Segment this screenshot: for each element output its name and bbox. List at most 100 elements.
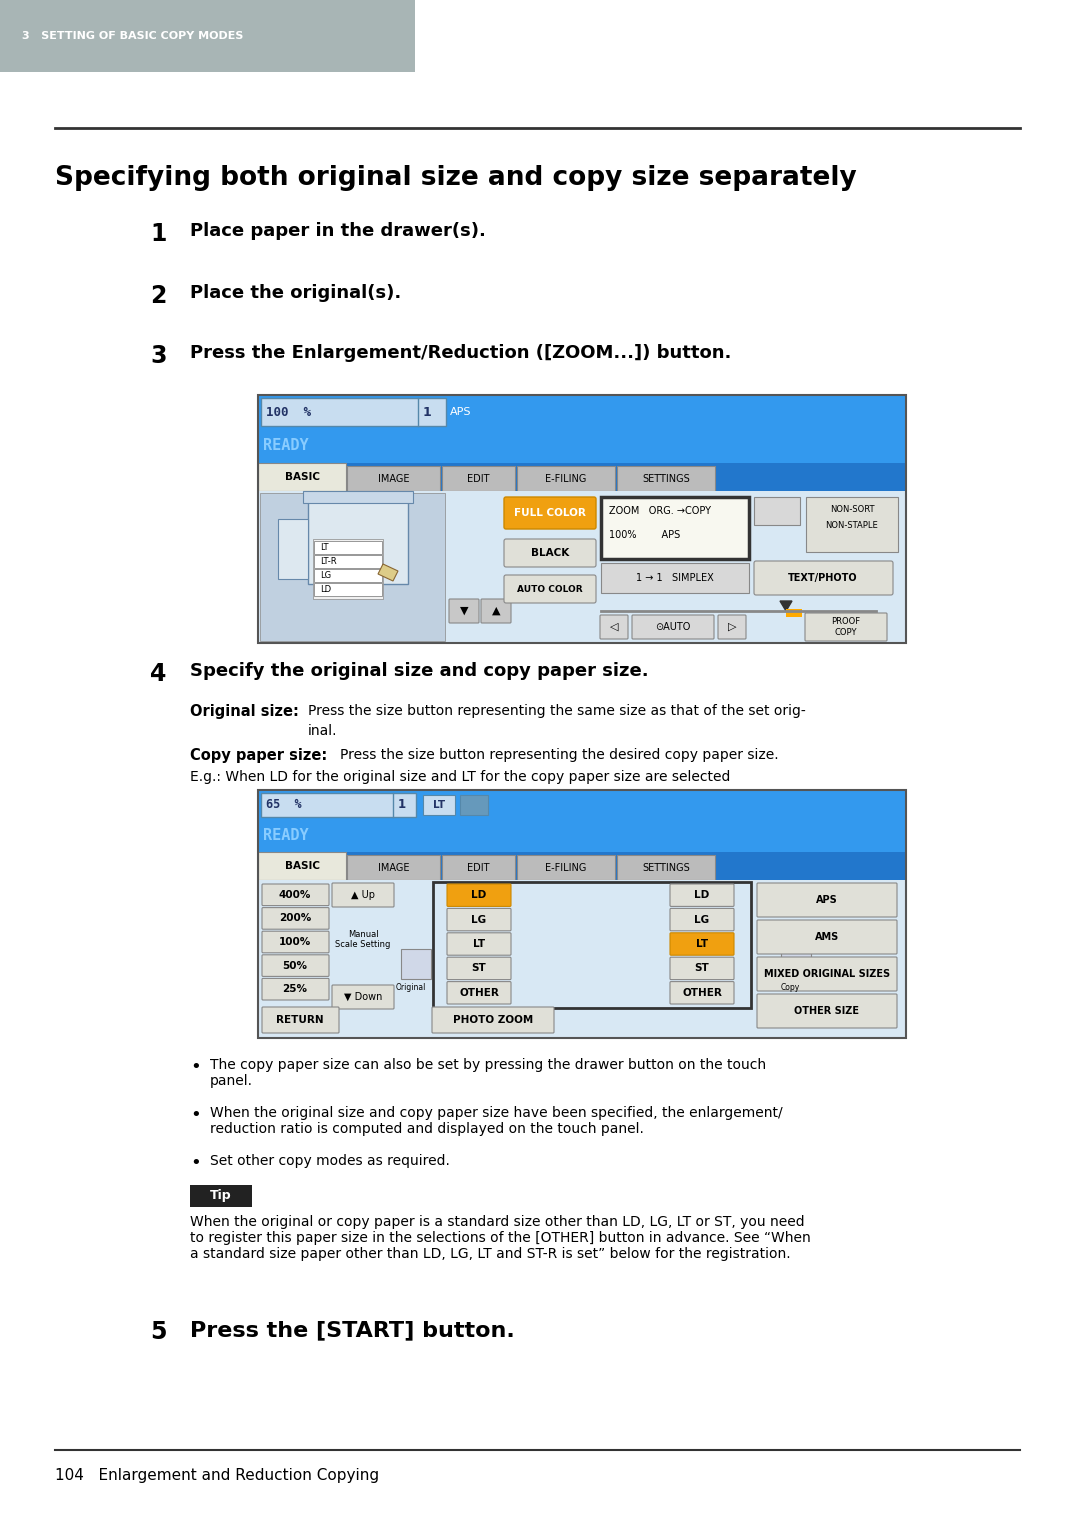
Bar	[754, 497, 800, 525]
Text: LG: LG	[472, 914, 487, 925]
FancyBboxPatch shape	[262, 884, 329, 905]
Text: EDIT: EDIT	[468, 864, 489, 873]
Bar	[258, 881, 906, 1038]
Bar	[347, 465, 440, 491]
Text: Press the [START] button.: Press the [START] button.	[190, 1320, 515, 1340]
Text: LT: LT	[473, 938, 485, 949]
Text: PROOF
COPY: PROOF COPY	[832, 618, 861, 636]
FancyBboxPatch shape	[757, 884, 897, 917]
Text: Tip: Tip	[211, 1189, 232, 1202]
FancyBboxPatch shape	[449, 600, 480, 623]
Text: Place the original(s).: Place the original(s).	[190, 284, 402, 302]
Text: 5: 5	[150, 1320, 166, 1344]
Text: APS: APS	[450, 407, 472, 417]
Text: EDIT: EDIT	[468, 475, 489, 484]
FancyBboxPatch shape	[262, 908, 329, 929]
Text: TEXT/PHOTO: TEXT/PHOTO	[788, 572, 858, 583]
Bar	[258, 462, 346, 491]
Text: Set other copy modes as required.: Set other copy modes as required.	[210, 1154, 450, 1167]
Text: Copy paper size:: Copy paper size:	[190, 748, 327, 763]
Bar	[442, 855, 515, 881]
Bar	[258, 462, 906, 491]
Text: ▼: ▼	[460, 606, 469, 617]
Bar	[460, 795, 488, 815]
Text: 100%: 100%	[279, 937, 311, 948]
Text: BLACK: BLACK	[531, 548, 569, 559]
Bar	[258, 852, 346, 881]
Bar	[442, 465, 515, 491]
FancyBboxPatch shape	[447, 908, 511, 931]
Bar	[433, 882, 751, 1009]
Text: OTHER SIZE: OTHER SIZE	[795, 1006, 860, 1016]
Text: BASIC: BASIC	[284, 472, 320, 482]
FancyBboxPatch shape	[504, 497, 596, 530]
Bar	[423, 795, 455, 815]
Text: LG: LG	[320, 571, 332, 580]
FancyBboxPatch shape	[447, 957, 511, 980]
Text: AMS: AMS	[815, 932, 839, 942]
Bar	[0, 0, 415, 72]
Text: Specifying both original size and copy size separately: Specifying both original size and copy s…	[55, 165, 856, 191]
FancyBboxPatch shape	[447, 884, 511, 906]
Text: 1: 1	[150, 221, 166, 246]
Text: E-FILING: E-FILING	[545, 475, 586, 484]
Text: ▲: ▲	[491, 606, 500, 617]
Text: 4: 4	[150, 662, 166, 687]
Text: LD: LD	[694, 890, 710, 900]
Text: E.g.: When LD for the original size and LT for the copy paper size are selected: E.g.: When LD for the original size and …	[190, 771, 730, 784]
Text: ◁: ◁	[610, 623, 618, 632]
Text: LT: LT	[320, 543, 328, 552]
Text: MIXED ORIGINAL SIZES: MIXED ORIGINAL SIZES	[764, 969, 890, 980]
Text: ▲ Up: ▲ Up	[351, 890, 375, 900]
Bar	[313, 539, 383, 600]
Bar	[781, 949, 811, 980]
FancyBboxPatch shape	[481, 600, 511, 623]
Bar	[258, 491, 906, 642]
Text: LG: LG	[694, 914, 710, 925]
Text: Specify the original size and copy paper size.: Specify the original size and copy paper…	[190, 662, 649, 681]
Text: SETTINGS: SETTINGS	[643, 864, 690, 873]
FancyBboxPatch shape	[754, 562, 893, 595]
Bar	[314, 569, 382, 581]
Text: RETURN: RETURN	[276, 1015, 324, 1025]
FancyBboxPatch shape	[670, 908, 734, 931]
Text: 1 → 1   SIMPLEX: 1 → 1 SIMPLEX	[636, 572, 714, 583]
FancyBboxPatch shape	[670, 957, 734, 980]
FancyBboxPatch shape	[262, 1007, 339, 1033]
Text: E-FILING: E-FILING	[545, 864, 586, 873]
Text: READY: READY	[264, 829, 309, 844]
Text: NON-SORT: NON-SORT	[829, 505, 874, 514]
Text: IMAGE: IMAGE	[378, 864, 409, 873]
Text: Press the size button representing the same size as that of the set orig-: Press the size button representing the s…	[308, 703, 806, 719]
FancyBboxPatch shape	[632, 615, 714, 639]
FancyBboxPatch shape	[718, 615, 746, 639]
Text: ▼ Down: ▼ Down	[343, 992, 382, 1003]
Text: Copy: Copy	[781, 983, 800, 992]
Text: LD: LD	[320, 584, 332, 594]
Bar	[786, 609, 802, 617]
Bar	[517, 855, 615, 881]
Bar	[190, 1186, 252, 1207]
Bar	[806, 497, 897, 552]
Text: Press the Enlargement/Reduction ([ZOOM...]) button.: Press the Enlargement/Reduction ([ZOOM..…	[190, 343, 731, 362]
Bar	[617, 465, 715, 491]
Text: OTHER: OTHER	[683, 987, 721, 998]
Text: Original size:: Original size:	[190, 703, 299, 719]
FancyBboxPatch shape	[262, 931, 329, 952]
Bar	[258, 395, 906, 462]
FancyBboxPatch shape	[757, 957, 897, 990]
Bar	[314, 555, 382, 568]
Text: 100  %: 100 %	[266, 406, 311, 418]
Text: ⊙AUTO: ⊙AUTO	[656, 623, 691, 632]
Text: The copy paper size can also be set by pressing the drawer button on the touch
p: The copy paper size can also be set by p…	[210, 1058, 766, 1088]
Text: 100%        APS: 100% APS	[609, 530, 680, 540]
Text: 2: 2	[150, 284, 166, 308]
Text: READY: READY	[264, 438, 309, 453]
Text: FULL COLOR: FULL COLOR	[514, 508, 586, 517]
Text: NON-STAPLE: NON-STAPLE	[825, 520, 878, 530]
Text: 25%: 25%	[283, 984, 308, 995]
Text: When the original size and copy paper size have been specified, the enlargement/: When the original size and copy paper si…	[210, 1106, 783, 1137]
Bar	[401, 949, 431, 980]
Text: ST: ST	[694, 963, 710, 974]
Text: LT: LT	[696, 938, 708, 949]
